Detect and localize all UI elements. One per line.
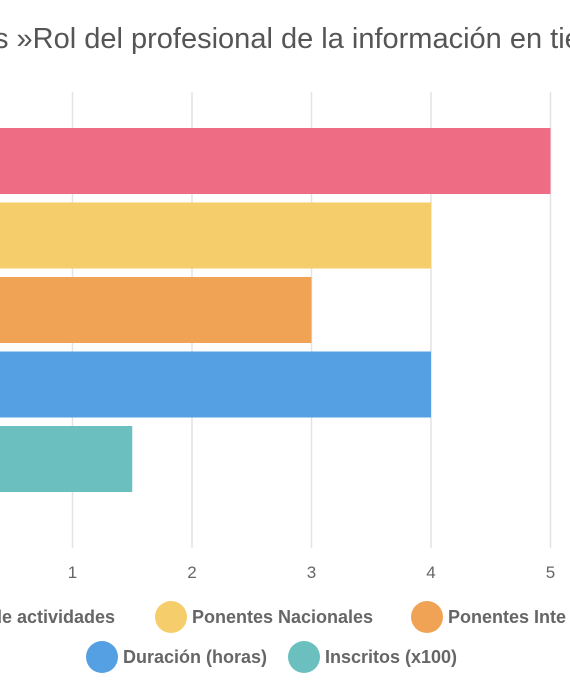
bars [0, 128, 551, 492]
legend-marker [155, 601, 187, 633]
legend-marker [86, 641, 118, 673]
bar[interactable] [0, 351, 431, 418]
x-axis-ticks: 1 2 3 4 5 [68, 563, 555, 582]
x-tick-label: 4 [426, 563, 435, 582]
legend-label[interactable]: Inscritos (x100) [325, 647, 457, 667]
bar[interactable] [0, 426, 133, 492]
legend-marker [288, 641, 320, 673]
legend-label[interactable]: de actividades [0, 607, 115, 627]
x-tick-label: 2 [187, 563, 196, 582]
x-tick-label: 5 [546, 563, 555, 582]
bar[interactable] [0, 277, 312, 343]
legend-label[interactable]: Ponentes Nacionales [192, 607, 373, 627]
bar[interactable] [0, 202, 431, 269]
chart-title: s »Rol del profesional de la información… [0, 23, 570, 55]
legend[interactable]: de actividades Ponentes Nacionales Ponente… [0, 601, 566, 673]
legend-label[interactable]: Duración (horas) [123, 647, 267, 667]
legend-label[interactable]: Ponentes Inte [448, 607, 566, 627]
bar[interactable] [0, 128, 551, 194]
x-tick-label: 3 [307, 563, 316, 582]
x-tick-label: 1 [68, 563, 77, 582]
legend-marker [411, 601, 443, 633]
